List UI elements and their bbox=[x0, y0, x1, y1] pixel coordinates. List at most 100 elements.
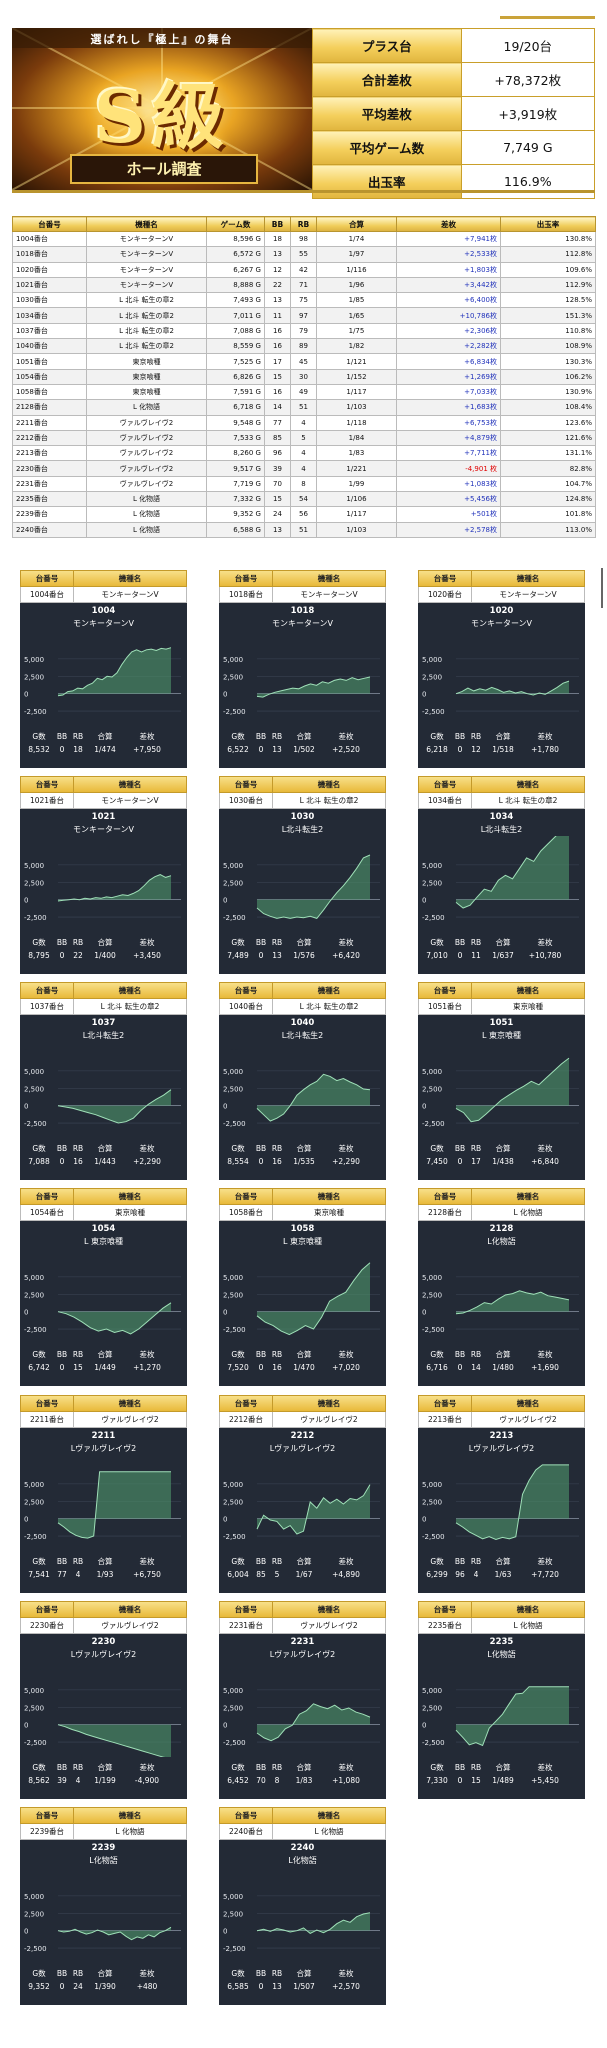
machine-card[interactable]: 台番号 機種名 1020番台 モンキーターンV 1020 モンキーターンV G数 6,218 B… bbox=[418, 570, 585, 768]
axis-tick-label: 5,000 bbox=[24, 1068, 44, 1076]
table-row: 1040番台 L 北斗 転生の章2 8,559 G 16 89 1/82 +2,282枚 10… bbox=[12, 338, 596, 355]
table-cell: ヴァルヴレイヴ2 bbox=[86, 429, 207, 447]
stat-value-bb: 0 bbox=[457, 1363, 463, 1372]
machine-card[interactable]: 台番号 機種名 2213番台 ヴァルヴレイヴ2 2213 Lヴァルヴレイヴ2 G数 6,299… bbox=[418, 1395, 585, 1593]
table-cell: 1/103 bbox=[316, 399, 397, 416]
summary-row: 平均差枚 +3,919枚 bbox=[312, 96, 596, 131]
card-subheader: 2239番台 L 化物語 bbox=[20, 1824, 187, 1840]
axis-tick-label: -2,500 bbox=[223, 914, 246, 922]
table-cell: 98 bbox=[290, 230, 317, 248]
stat-value-bb: 0 bbox=[457, 1157, 463, 1166]
table-row: 1021番台 モンキーターンV 8,888 G 22 71 1/96 +3,442枚 112.… bbox=[12, 276, 596, 294]
chart-subtitle: L北斗転生2 bbox=[281, 1031, 324, 1040]
slump-area bbox=[456, 1464, 569, 1540]
axis-tick-label: -2,500 bbox=[422, 708, 445, 716]
axis-tick-label: -2,500 bbox=[223, 1120, 246, 1128]
stat-value-g: 6,522 bbox=[227, 745, 249, 754]
stat-value-g: 7,520 bbox=[227, 1363, 249, 1372]
stat-value-total: 1/507 bbox=[293, 1982, 315, 1991]
machine-card[interactable]: 台番号 機種名 2240番台 L 化物語 2240 L化物語 G数 6,585 BB 0 RB 13 合… bbox=[219, 1807, 386, 2005]
machine-card[interactable]: 台番号 機種名 1051番台 東京喰種 1051 L 東京喰種 G数 7,450 BB 0 RB 17… bbox=[418, 982, 585, 1180]
stat-label-rb: RB bbox=[271, 938, 283, 947]
results-table: 台番号 機種名 ゲーム数 BB RB 合算 差枚 出玉率 1004番台 モンキーターンV 8,59… bbox=[12, 216, 596, 538]
card-subheader: 2230番台 ヴァルヴレイヴ2 bbox=[20, 1618, 187, 1634]
table-row: 1020番台 モンキーターンV 6,267 G 12 42 1/116 +1,803枚 109… bbox=[12, 261, 596, 278]
table-row: 1051番台 東京喰種 7,525 G 17 45 1/121 +6,834枚 130.3% bbox=[12, 353, 596, 370]
machine-card[interactable]: 台番号 機種名 2230番台 ヴァルヴレイヴ2 2230 Lヴァルヴレイヴ2 G数 8,562… bbox=[20, 1601, 187, 1799]
chart-subtitle: Lヴァルヴレイヴ2 bbox=[70, 1650, 137, 1659]
stat-label-bb: BB bbox=[454, 732, 466, 741]
card-machine-name: 東京喰種 bbox=[115, 1208, 145, 1217]
axis-tick-label: 2,500 bbox=[223, 673, 243, 681]
machine-card[interactable]: 台番号 機種名 1034番台 L 北斗 転生の章2 1034 L北斗転生2 G数 7,010 B… bbox=[418, 776, 585, 974]
card-subheader: 2128番台 L 化物語 bbox=[418, 1205, 585, 1221]
stat-value-g: 8,554 bbox=[227, 1157, 249, 1166]
chart-subtitle: L 東京喰種 bbox=[84, 1237, 123, 1246]
table-cell: 1037番台 bbox=[12, 322, 87, 340]
table-cell: 16 bbox=[264, 338, 291, 355]
table-cell: L 北斗 転生の章2 bbox=[86, 292, 207, 309]
card-header-no-label: 台番号 bbox=[21, 1808, 74, 1823]
machine-card[interactable]: 台番号 機種名 2212番台 ヴァルヴレイヴ2 2212 Lヴァルヴレイヴ2 G数 6,004… bbox=[219, 1395, 386, 1593]
stat-label-bb: BB bbox=[454, 1144, 466, 1153]
stat-label-rb: RB bbox=[271, 732, 283, 741]
table-cell: 1020番台 bbox=[12, 261, 87, 278]
scrollbar-thumb[interactable] bbox=[601, 568, 603, 608]
card-machine-name: L 化物語 bbox=[115, 1827, 145, 1836]
stat-label-total: 合算 bbox=[495, 732, 511, 741]
chart-title: 1037 bbox=[91, 1018, 116, 1028]
summary-row: 合計差枚 +78,372枚 bbox=[312, 62, 596, 97]
card-header-no-label: 台番号 bbox=[21, 571, 74, 586]
stat-label-g: G数 bbox=[231, 1763, 245, 1772]
card-header-no-label: 台番号 bbox=[220, 1189, 273, 1204]
table-cell: モンキーターンV bbox=[86, 261, 207, 278]
card-header: 台番号 機種名 bbox=[20, 1188, 187, 1205]
axis-tick-label: 0 bbox=[223, 1516, 227, 1524]
axis-tick-label: 2,500 bbox=[223, 1085, 243, 1093]
table-cell: 2230番台 bbox=[12, 460, 87, 477]
machine-card[interactable]: 台番号 機種名 1054番台 東京喰種 1054 L 東京喰種 G数 6,742 BB 0 RB 15… bbox=[20, 1188, 187, 1386]
card-machine-no: 1021番台 bbox=[21, 793, 74, 808]
card-machine-no: 2240番台 bbox=[220, 1824, 273, 1839]
stat-label-rb: RB bbox=[271, 1350, 283, 1359]
machine-card[interactable]: 台番号 機種名 2128番台 L 化物語 2128 L化物語 G数 6,716 BB 0 RB 14 合… bbox=[418, 1188, 585, 1386]
table-cell: +2,533枚 bbox=[396, 246, 501, 263]
machine-card[interactable]: 台番号 機種名 2231番台 ヴァルヴレイヴ2 2231 Lヴァルヴレイヴ2 G数 6,452… bbox=[219, 1601, 386, 1799]
stat-value-bb: 0 bbox=[258, 1363, 264, 1372]
card-header-no-label: 台番号 bbox=[419, 1189, 472, 1204]
machine-card[interactable]: 台番号 機種名 2239番台 L 化物語 2239 L化物語 G数 9,352 BB 0 RB 24 合… bbox=[20, 1807, 187, 2005]
machine-card[interactable]: 台番号 機種名 1040番台 L 北斗 転生の章2 1040 L北斗転生2 G数 8,554 B… bbox=[219, 982, 386, 1180]
table-cell: 110.8% bbox=[500, 322, 596, 340]
card-header-name-label: 機種名 bbox=[118, 574, 142, 583]
machine-card[interactable]: 台番号 機種名 1037番台 L 北斗 転生の章2 1037 L北斗転生2 G数 7,088 B… bbox=[20, 982, 187, 1180]
machine-card[interactable]: 台番号 機種名 2211番台 ヴァルヴレイヴ2 2211 Lヴァルヴレイヴ2 G数 7,541… bbox=[20, 1395, 187, 1593]
table-row: 2239番台 L 化物語 9,352 G 24 56 1/117 +501枚 101.8% bbox=[12, 506, 596, 523]
machine-card[interactable]: 台番号 機種名 1021番台 モンキーターンV 1021 モンキーターンV G数 8,795 B… bbox=[20, 776, 187, 974]
chart-subtitle: L化物語 bbox=[487, 1237, 516, 1246]
chart-subtitle: Lヴァルヴレイヴ2 bbox=[468, 1444, 535, 1453]
stat-label-diff: 差枚 bbox=[338, 1557, 354, 1566]
card-machine-no: 1034番台 bbox=[419, 793, 472, 808]
summary-value: 7,749 G bbox=[460, 130, 596, 165]
machine-card[interactable]: 台番号 機種名 2235番台 L 化物語 2235 L化物語 G数 7,330 BB 0 RB 15 合… bbox=[418, 1601, 585, 1799]
table-cell: 1/121 bbox=[316, 353, 397, 370]
stat-value-rb: 24 bbox=[73, 1982, 83, 1991]
axis-tick-label: 5,000 bbox=[422, 1274, 442, 1282]
card-stats: G数 6,585 BB 0 RB 13 合算 1/507 差枚 +2,570 bbox=[223, 1967, 382, 1993]
table-cell: 4 bbox=[290, 460, 317, 477]
table-cell: 1/116 bbox=[316, 261, 397, 278]
table-cell: 24 bbox=[264, 506, 291, 523]
machine-card[interactable]: 台番号 機種名 1058番台 東京喰種 1058 L 東京喰種 G数 7,520 BB 0 RB 16… bbox=[219, 1188, 386, 1386]
stat-value-rb: 16 bbox=[73, 1157, 83, 1166]
table-cell: 1/103 bbox=[316, 521, 397, 538]
stat-label-bb: BB bbox=[255, 1350, 267, 1359]
slump-chart: 5,000 2,500 0 -2,500 bbox=[422, 1274, 579, 1334]
machine-card[interactable]: 台番号 機種名 1004番台 モンキーターンV 1004 モンキーターンV G数 8,532 B… bbox=[20, 570, 187, 768]
column-header: BB bbox=[264, 216, 291, 232]
card-stats: G数 6,452 BB 70 RB 8 合算 1/83 差枚 +1,080 bbox=[223, 1761, 382, 1787]
table-cell: 6,267 G bbox=[206, 261, 265, 278]
machine-card[interactable]: 台番号 機種名 1018番台 モンキーターンV 1018 モンキーターンV G数 6,522 B… bbox=[219, 570, 386, 768]
axis-tick-label: 5,000 bbox=[24, 1274, 44, 1282]
machine-card[interactable]: 台番号 機種名 1030番台 L 北斗 転生の章2 1030 L北斗転生2 G数 7,489 B… bbox=[219, 776, 386, 974]
axis-tick-label: -2,500 bbox=[422, 914, 445, 922]
